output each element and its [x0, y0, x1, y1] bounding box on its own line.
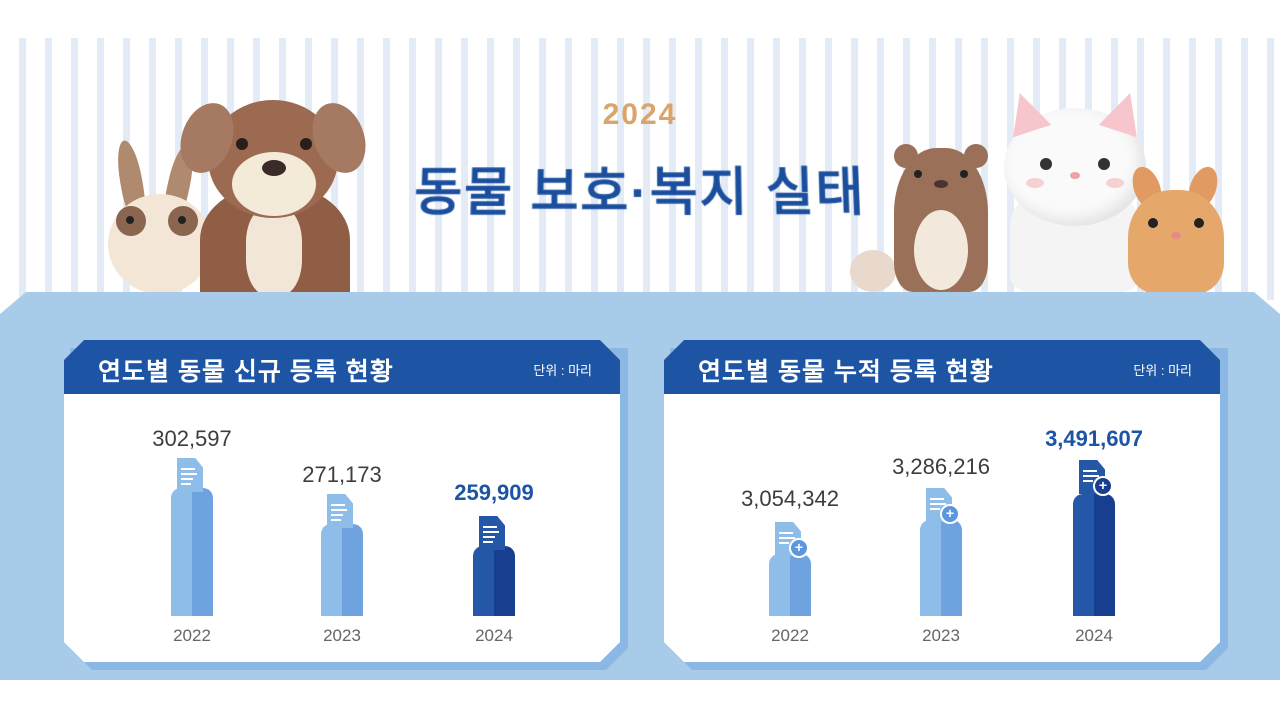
- unit-label: 단위 : 마리: [533, 363, 592, 378]
- bar-value-highlight: 259,909: [454, 480, 534, 505]
- year-label: 2024: [1075, 626, 1113, 645]
- hamster-illustration: [1127, 162, 1224, 294]
- document-icon: [177, 458, 203, 492]
- panel-title: 연도별 동물 누적 등록 현황: [698, 358, 994, 386]
- bar-2024: 259,909 2024: [444, 340, 544, 662]
- bar-value: 271,173: [302, 462, 382, 487]
- bar-2023: 271,173 2023: [292, 340, 392, 662]
- panel-header: 연도별 동물 신규 등록 현황 단위 : 마리: [64, 340, 620, 394]
- year-label: 2023: [922, 626, 960, 645]
- unit-label: 단위 : 마리: [1133, 363, 1192, 378]
- bar-value: 302,597: [152, 426, 232, 451]
- year-label: 2022: [771, 626, 809, 645]
- bar-2023: 3,286,216 + 2023: [891, 340, 991, 662]
- rabbit-illustration: [106, 138, 216, 294]
- bar-value: 3,054,342: [741, 486, 839, 511]
- bar-value: 3,286,216: [892, 454, 990, 479]
- cumulative-registration-panel: 연도별 동물 누적 등록 현황 단위 : 마리 3,054,342 + 2022…: [664, 340, 1220, 662]
- cat-illustration: [1000, 86, 1150, 292]
- header-year: 2024: [602, 98, 678, 131]
- new-registration-panel: 연도별 동물 신규 등록 현황 단위 : 마리 302,597 2022 271…: [64, 340, 620, 662]
- weasel-illustration: [850, 140, 990, 292]
- document-icon: [327, 494, 353, 528]
- bar-2022: 302,597 2022: [142, 340, 242, 662]
- document-icon: [479, 516, 505, 550]
- plus-icon: +: [1093, 476, 1113, 496]
- bar-value-highlight: 3,491,607: [1045, 426, 1143, 451]
- year-label: 2024: [475, 626, 513, 645]
- puppy-illustration: [171, 95, 375, 306]
- plus-icon: +: [789, 538, 809, 558]
- year-label: 2023: [323, 626, 361, 645]
- panel-title: 연도별 동물 신규 등록 현황: [98, 358, 394, 386]
- year-label: 2022: [173, 626, 211, 645]
- bar-2024: 3,491,607 + 2024: [1044, 340, 1144, 662]
- plus-icon: +: [940, 504, 960, 524]
- bar-2022: 3,054,342 + 2022: [740, 340, 840, 662]
- page-title: 동물 보호·복지 실태: [413, 164, 867, 223]
- panel-header: 연도별 동물 누적 등록 현황 단위 : 마리: [664, 340, 1220, 394]
